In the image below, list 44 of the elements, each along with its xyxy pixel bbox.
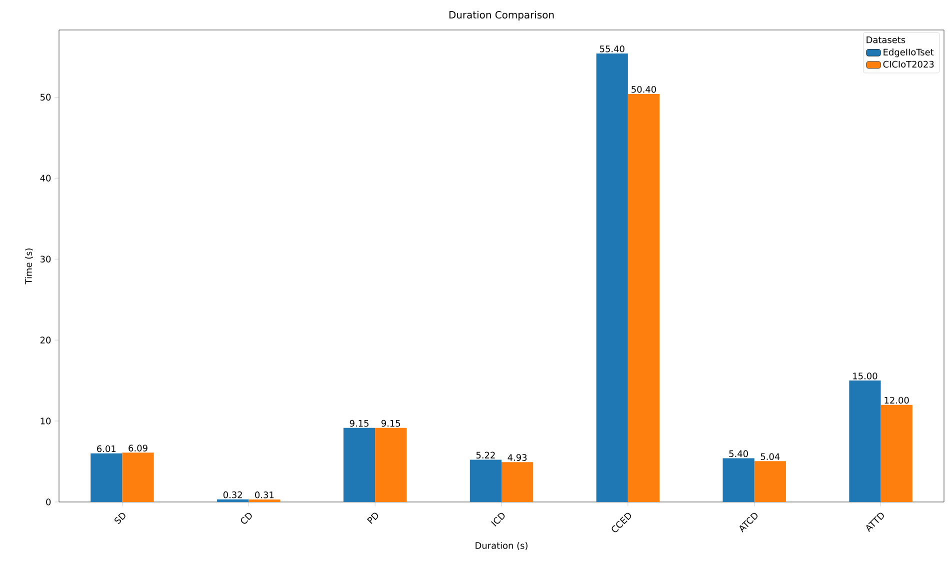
bar (596, 53, 628, 502)
x-tick-label: PD (366, 512, 378, 524)
data-label: 0.31 (255, 491, 274, 498)
bar (628, 94, 660, 502)
bar (90, 453, 122, 502)
y-tick-label: 20 (40, 336, 51, 344)
legend-label: EdgeIIoTset (884, 48, 934, 58)
bar (470, 460, 502, 502)
y-axis-title: Time (s) (24, 248, 33, 284)
legend-title: Datasets (866, 36, 906, 44)
data-label: 4.93 (508, 454, 527, 461)
data-label: 5.40 (729, 450, 748, 458)
x-tick-label: SD (114, 512, 126, 524)
y-tick-label: 10 (40, 418, 51, 424)
data-label: 9.15 (381, 420, 400, 427)
bar (849, 380, 881, 502)
data-label: 5.04 (760, 453, 780, 460)
bar (502, 462, 534, 502)
bar (375, 428, 407, 502)
bar (217, 499, 249, 502)
x-axis-title: Duration (s) (476, 542, 528, 550)
bar (880, 404, 912, 502)
legend-label: CICIoT2023 (883, 60, 934, 68)
data-label: 5.22 (476, 452, 495, 459)
data-label: 15.00 (853, 372, 878, 380)
data-label: 6.01 (97, 445, 116, 452)
bar (754, 461, 786, 502)
bar (722, 458, 754, 502)
bar (343, 428, 376, 502)
bar (122, 452, 154, 502)
x-tick-label: CD (240, 512, 252, 524)
y-tick-label: 40 (40, 174, 51, 182)
bar (248, 499, 280, 502)
x-tick-label: ICD (491, 512, 505, 526)
y-tick-label: 30 (40, 256, 51, 262)
data-label: 12.00 (884, 396, 909, 404)
y-tick-label: 0 (46, 498, 51, 506)
data-label: 50.40 (632, 86, 656, 93)
data-label: 55.40 (600, 45, 624, 52)
data-label: 0.32 (223, 491, 242, 498)
y-tick-label: 50 (40, 94, 51, 101)
chart-title: Duration Comparison (449, 10, 554, 20)
data-label: 6.09 (128, 444, 148, 452)
data-label: 9.15 (350, 420, 368, 427)
